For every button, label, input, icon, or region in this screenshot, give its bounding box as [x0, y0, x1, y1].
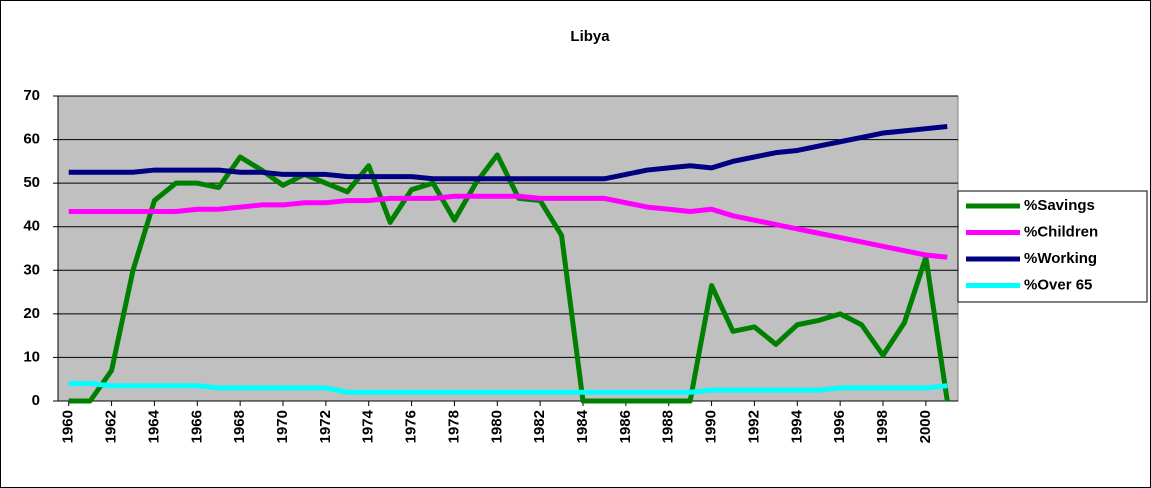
x-tick-label: 1980 — [488, 410, 505, 443]
y-tick-label: 20 — [23, 305, 40, 322]
x-tick-label: 1964 — [145, 409, 162, 443]
legend-label: %Working — [1024, 250, 1097, 267]
y-tick-label: 40 — [23, 218, 40, 235]
x-tick-label: 1994 — [788, 409, 805, 443]
x-tick-label: 1972 — [317, 410, 334, 443]
x-tick-label: 1998 — [874, 410, 891, 443]
plot-area — [57, 95, 959, 402]
y-tick-label: 70 — [23, 87, 40, 104]
x-tick-label: 1988 — [660, 410, 677, 443]
y-tick-label: 30 — [23, 261, 40, 278]
x-tick-label: 1990 — [703, 410, 720, 443]
x-tick-label: 1966 — [188, 410, 205, 443]
x-tick-label: 1962 — [103, 410, 120, 443]
y-tick-label: 0 — [32, 392, 40, 409]
y-tick-label: 50 — [23, 174, 40, 191]
x-tick-label: 1968 — [231, 410, 248, 443]
chart-title: Libya — [570, 28, 610, 45]
x-tick-label: 1996 — [831, 410, 848, 443]
x-tick-label: 1970 — [274, 410, 291, 443]
x-tick-label: 1978 — [445, 410, 462, 443]
x-tick-label: 1984 — [574, 409, 591, 443]
legend-label: %Over 65 — [1024, 276, 1092, 293]
y-tick-label: 60 — [23, 131, 40, 148]
x-tick-label: 2000 — [917, 410, 934, 443]
x-tick-label: 1992 — [745, 410, 762, 443]
legend-label: %Savings — [1024, 197, 1095, 214]
x-tick-label: 1982 — [531, 410, 548, 443]
x-tick-label: 1986 — [617, 410, 634, 443]
y-tick-label: 10 — [23, 348, 40, 365]
x-tick-label: 1976 — [403, 410, 420, 443]
series-line — [68, 193, 948, 260]
legend-label: %Children — [1024, 223, 1098, 240]
series-line — [68, 124, 948, 182]
x-tick-label: 1960 — [60, 410, 77, 443]
series-line — [68, 381, 948, 395]
x-tick-label: 1974 — [360, 409, 377, 443]
